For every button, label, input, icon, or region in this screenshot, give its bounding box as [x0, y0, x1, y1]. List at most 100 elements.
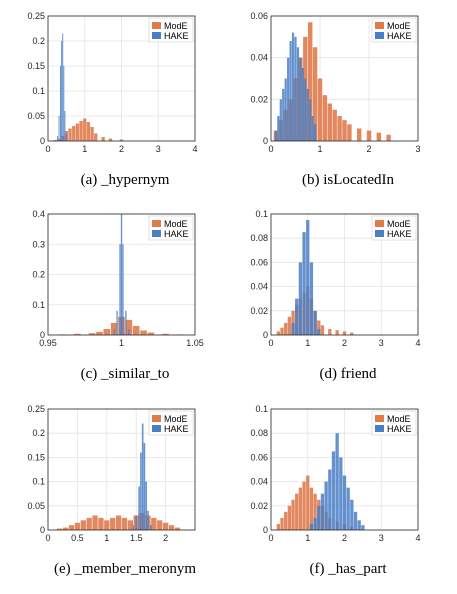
bar-mode	[276, 523, 281, 530]
panel-caption: (a) _hypernym	[81, 172, 170, 188]
x-tick-label: 3	[415, 144, 420, 154]
y-tick-label: 0.2	[32, 270, 45, 280]
bar-mode	[320, 325, 325, 335]
bar-mode	[342, 331, 347, 335]
bar-hake	[287, 57, 290, 141]
bar-hake	[284, 78, 287, 141]
bar-mode	[309, 487, 314, 530]
bar-mode	[151, 517, 157, 530]
y-tick-label: 0.02	[250, 501, 268, 511]
bar-hake	[342, 475, 347, 530]
bar-hake	[274, 130, 278, 141]
bar-mode	[298, 487, 303, 530]
y-tick-label: 0.06	[250, 257, 268, 267]
x-tick-label: 1	[317, 144, 322, 154]
bar-mode	[53, 140, 58, 141]
bar-hake	[282, 88, 285, 141]
bar-hake	[145, 481, 147, 530]
y-tick-label: 0	[263, 136, 268, 146]
legend-label-hake: HAKE	[387, 424, 412, 434]
bar-mode	[287, 316, 292, 335]
x-tick-label: 3	[379, 533, 384, 543]
bar-hake	[64, 111, 66, 141]
bar-mode	[79, 121, 83, 141]
panel-caption: (c) _similar_to	[81, 366, 170, 382]
bar-hake	[320, 493, 325, 530]
bar-hake	[339, 457, 343, 530]
y-tick-label: 0.08	[250, 233, 268, 243]
bar-mode	[376, 132, 382, 141]
bar-hake	[361, 525, 365, 530]
bar-hake	[143, 442, 146, 530]
y-tick-label: 0.4	[32, 209, 45, 219]
bar-hake	[279, 99, 282, 141]
bar-mode	[68, 525, 75, 530]
bar-hake	[306, 88, 309, 141]
bar-mode	[74, 522, 81, 530]
bar-hake	[304, 78, 307, 141]
x-tick-label: 2	[342, 338, 347, 348]
bar-hake	[311, 116, 314, 141]
y-tick-label: 0.3	[32, 239, 45, 249]
bar-mode	[342, 120, 347, 141]
bar-hake	[59, 66, 61, 141]
bar-mode	[302, 481, 306, 530]
bar-mode	[386, 134, 391, 141]
bar-mode	[284, 322, 288, 335]
bar-mode	[98, 517, 104, 530]
bar-hake	[120, 214, 123, 335]
bar-mode	[94, 133, 98, 141]
y-tick-label: 0.06	[250, 11, 268, 21]
bar-hake	[125, 310, 127, 335]
bar-hake	[291, 32, 295, 141]
bar-hake	[357, 520, 361, 530]
legend-swatch-mode	[152, 415, 161, 422]
y-tick-label: 0	[263, 330, 268, 340]
bar-mode	[350, 332, 354, 335]
axes-box	[270, 408, 419, 531]
bar-mode	[174, 527, 181, 530]
bar-mode	[125, 319, 133, 335]
bar-mode	[322, 95, 328, 141]
x-tick-label: 2	[163, 533, 168, 543]
y-tick-label: 0.2	[32, 428, 45, 438]
legend-swatch-mode	[375, 415, 384, 422]
panel-caption: (f) _has_part	[309, 561, 387, 577]
bar-mode	[312, 47, 318, 141]
x-tick-label: 0.5	[71, 533, 84, 543]
bar-hake	[296, 47, 300, 141]
bar-hake	[299, 57, 302, 141]
bar-hake	[113, 328, 115, 335]
bar-hake	[353, 511, 358, 530]
bar-hake	[150, 525, 152, 530]
legend-swatch-hake	[375, 32, 384, 39]
bar-hake	[147, 510, 149, 530]
y-tick-label: 0	[40, 525, 45, 535]
bar-mode	[101, 137, 105, 141]
y-tick-label: 0	[40, 330, 45, 340]
x-tick-label: 1	[82, 144, 87, 154]
bar-mode	[347, 124, 352, 141]
bar-mode	[74, 333, 81, 335]
bar-mode	[332, 109, 337, 141]
bar-hake	[61, 41, 63, 141]
x-tick-label: 1	[305, 338, 310, 348]
bar-hake	[65, 133, 67, 141]
y-tick-label: 0.15	[27, 452, 45, 462]
bar-mode	[103, 328, 111, 335]
axes-box	[47, 408, 196, 531]
bar-mode	[96, 331, 103, 335]
bar-hake	[58, 116, 60, 141]
bar-mode	[127, 520, 133, 530]
legend-label-hake: HAKE	[164, 424, 189, 434]
bar-mode	[62, 527, 69, 530]
bar-mode	[337, 116, 342, 141]
x-tick-label: 1.05	[186, 338, 204, 348]
panel-caption: (d) friend	[319, 366, 377, 382]
bar-hake	[313, 124, 317, 141]
bar-mode	[280, 327, 284, 335]
